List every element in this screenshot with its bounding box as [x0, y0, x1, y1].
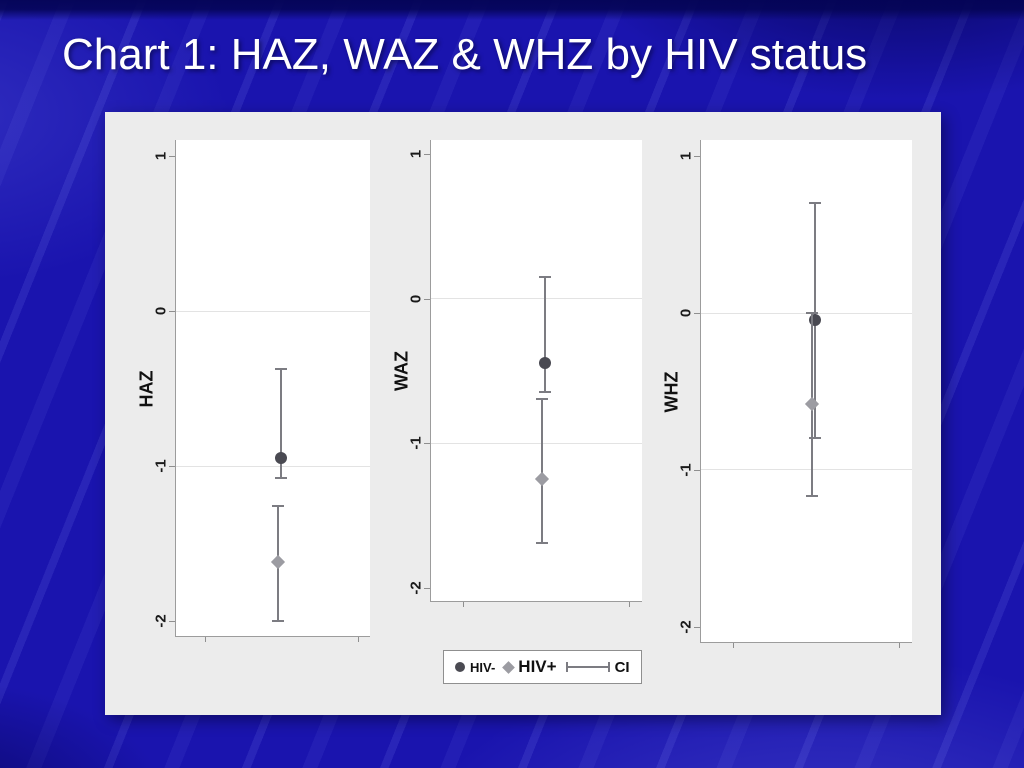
hiv-negative-ci-cap	[538, 391, 551, 394]
hiv-positive-ci-cap	[805, 495, 818, 498]
hiv-negative-ci-bar	[543, 276, 546, 393]
y-tick-mark	[424, 587, 430, 589]
ci-legend-marker	[565, 662, 610, 672]
chart-waz: WAZ 1 0 -1 -2	[360, 140, 642, 607]
y-tick-label: -2	[677, 620, 695, 634]
x-tick-mark	[899, 643, 901, 648]
legend-item-ci: CI	[565, 658, 630, 676]
plot-area	[175, 140, 370, 642]
y-tick-mark	[424, 154, 430, 156]
y-tick-label: 1	[407, 150, 425, 159]
legend-label: HIV+	[518, 657, 557, 676]
y-axis-title: HAZ	[136, 370, 157, 407]
gridline	[431, 298, 642, 300]
x-tick-mark	[629, 602, 631, 607]
hiv-positive-legend-marker	[502, 660, 516, 674]
gridline	[431, 442, 642, 444]
y-tick-label: 0	[152, 306, 170, 316]
chart-legend: HIV- HIV+ CI	[443, 650, 642, 684]
hiv-positive-ci-cap	[271, 504, 284, 507]
y-tick-mark	[694, 470, 700, 472]
gridline	[176, 465, 370, 467]
hiv-positive-mean-marker	[270, 554, 285, 569]
legend-label: HIV-	[470, 659, 496, 675]
y-tick-label: 1	[677, 151, 695, 160]
hiv-positive-ci-cap	[805, 311, 818, 314]
legend-item-hiv: HIV-	[455, 660, 495, 675]
y-axis-title: WHZ	[661, 371, 682, 412]
y-tick-mark	[169, 466, 175, 468]
y-tick-mark	[169, 310, 175, 312]
x-tick-mark	[358, 637, 360, 642]
y-tick-mark	[424, 298, 430, 300]
slide-title: Chart 1: HAZ, WAZ & WHZ by HIV status	[62, 30, 868, 79]
y-tick-label: 1	[152, 151, 170, 160]
y-tick-label: -2	[152, 614, 170, 629]
legend-item-hiv: HIV+	[502, 657, 557, 677]
y-tick-mark	[694, 155, 700, 157]
hiv-negative-mean-marker	[274, 451, 287, 464]
y-tick-label: -1	[677, 463, 695, 477]
hiv-positive-ci-cap	[271, 619, 284, 622]
hiv-positive-ci-bar	[540, 399, 543, 544]
hiv-negative-ci-cap	[274, 476, 287, 479]
x-tick-mark	[205, 637, 207, 642]
hiv-negative-ci-cap	[274, 368, 287, 371]
hiv-positive-ci-cap	[535, 398, 548, 401]
y-tick-mark	[169, 621, 175, 623]
plot-area	[700, 140, 912, 648]
y-tick-mark	[169, 155, 175, 157]
y-tick-label: -1	[407, 436, 425, 450]
y-tick-label: 0	[407, 294, 425, 303]
plot-area	[430, 140, 642, 607]
hiv-negative-ci-cap	[808, 201, 821, 204]
hiv-negative-legend-marker	[455, 662, 465, 672]
x-tick-mark	[462, 602, 464, 607]
x-tick-mark	[732, 643, 734, 648]
gridline	[701, 469, 912, 471]
y-tick-mark	[694, 627, 700, 629]
legend-label: CI	[614, 658, 630, 676]
y-tick-mark	[694, 312, 700, 314]
chart-whz: WHZ 1 0 -1 -2	[630, 140, 912, 648]
hiv-negative-ci-cap	[538, 275, 551, 278]
chart-haz: HAZ 1 0 -1 -2	[105, 140, 370, 642]
hiv-negative-ci-cap	[808, 437, 821, 440]
hiv-positive-ci-cap	[535, 542, 548, 545]
charts-panel: HAZ 1 0 -1 -2 WAZ 1 0 -1 -2 WHZ 1 0 -1 -2 HIV- HIV+ CI	[105, 112, 941, 715]
y-tick-label: -2	[407, 580, 425, 595]
y-tick-mark	[424, 443, 430, 445]
y-tick-label: 0	[677, 308, 695, 318]
hiv-positive-mean-marker	[804, 396, 819, 411]
gridline	[176, 310, 370, 312]
hiv-positive-mean-marker	[534, 471, 549, 486]
hiv-negative-ci-bar	[279, 369, 282, 478]
hiv-negative-mean-marker	[538, 357, 551, 370]
y-axis-title: WAZ	[391, 351, 412, 391]
y-tick-label: -1	[152, 459, 170, 473]
